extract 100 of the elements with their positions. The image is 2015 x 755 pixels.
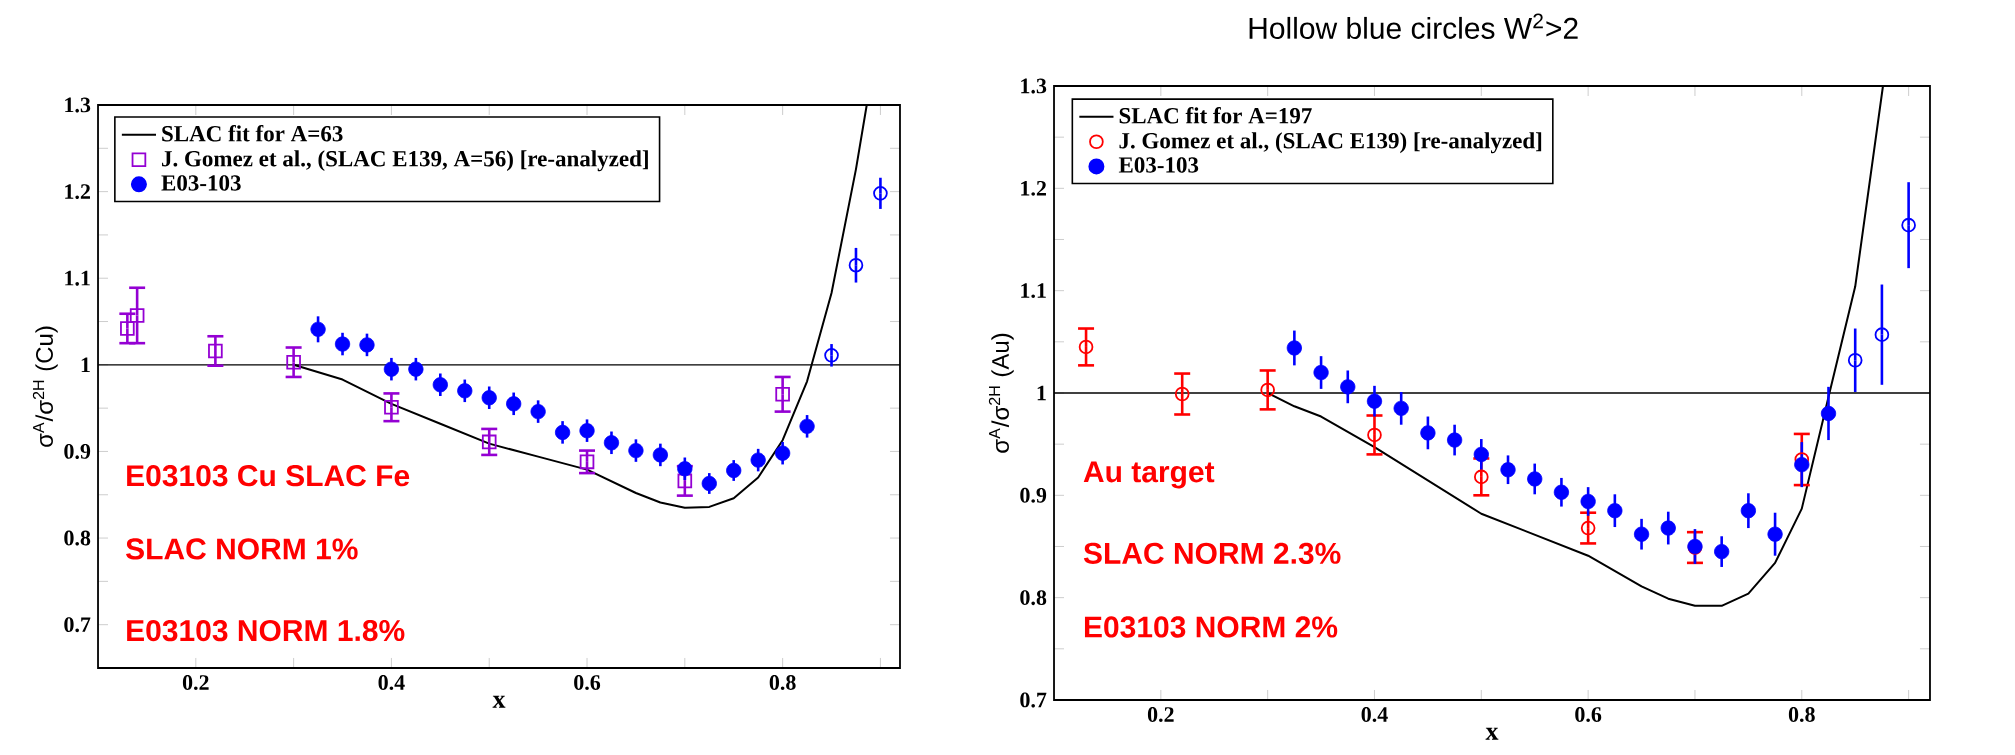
point — [1286, 340, 1302, 356]
point — [1473, 446, 1489, 462]
point — [579, 454, 595, 470]
point — [628, 442, 644, 459]
y-tick-label: 1.3 — [65, 97, 91, 113]
point — [1340, 379, 1356, 395]
point — [1820, 405, 1837, 422]
point — [1874, 327, 1890, 342]
point — [1078, 339, 1094, 355]
x-tick-label: 0.6 — [1575, 707, 1602, 722]
point — [775, 445, 791, 461]
point — [1580, 493, 1596, 510]
legend-label: J. Gomez et al., (SLAC E139) [re-analyzed] — [1119, 132, 1542, 154]
point — [824, 348, 839, 363]
point — [579, 423, 595, 439]
point — [750, 452, 766, 468]
x-tick-label: 0.2 — [1147, 707, 1174, 722]
point — [1474, 469, 1489, 485]
point — [1847, 352, 1863, 368]
point — [554, 424, 571, 440]
point — [1553, 484, 1570, 500]
y-tick-label: 0.9 — [1020, 487, 1047, 503]
legend-label: J. Gomez et al., (SLAC E139, A=56) [re-analyzed] — [162, 150, 648, 172]
y-tick-label: 1.2 — [1021, 180, 1046, 196]
point — [726, 462, 742, 479]
point — [873, 186, 888, 201]
y-tick-label: 1.1 — [1021, 283, 1046, 299]
x-tick-label: 0.4 — [1361, 707, 1388, 722]
point — [1740, 503, 1756, 519]
point — [1767, 526, 1783, 542]
legend-label: SLAC fit for A=63 — [162, 125, 343, 142]
annotation: E03103 NORM 1.8% — [127, 619, 405, 642]
point — [1366, 393, 1383, 409]
legend-label: E03-103 — [161, 175, 241, 191]
x-axis-title: x — [492, 695, 506, 708]
annotation: E03103 NORM 2% — [1084, 616, 1338, 638]
point — [383, 361, 400, 377]
point — [432, 377, 448, 393]
y-axis-title: σ$^{A}$/σ$^{2H}$ (Au) — [988, 333, 1014, 453]
x-axis-title: x — [1485, 727, 1499, 740]
point — [129, 308, 145, 323]
y-tick-label: 1 — [81, 357, 90, 373]
point — [652, 447, 668, 463]
y-tick-label: 0.9 — [64, 443, 91, 459]
point — [334, 336, 351, 352]
chart-title: Hollow blue circles W$^{2}$>2 — [1249, 13, 1578, 39]
point — [1447, 432, 1463, 448]
x-tick-label: 0.4 — [378, 675, 405, 690]
annotation: E03103 Cu SLAC Fe — [127, 465, 410, 487]
point — [799, 418, 815, 434]
point — [775, 386, 790, 402]
point — [1260, 382, 1275, 398]
point — [848, 257, 864, 273]
y-tick-label: 0.8 — [1020, 590, 1047, 606]
point — [1901, 217, 1916, 233]
point — [286, 354, 301, 370]
x-tick-label: 0.8 — [1788, 707, 1815, 722]
point — [1794, 457, 1810, 473]
point — [603, 435, 620, 451]
point — [1607, 503, 1623, 519]
y-tick-label: 1 — [1037, 385, 1046, 401]
point — [1420, 425, 1436, 441]
point — [384, 399, 399, 415]
y-axis-title: σ$^{A}$/σ$^{2H}$ (Cu) — [32, 326, 58, 447]
point — [1393, 400, 1409, 416]
y-tick-label: 0.8 — [64, 530, 91, 546]
y-tick-label: 0.7 — [64, 617, 91, 633]
x-tick-label: 0.6 — [574, 675, 601, 690]
point — [457, 383, 473, 399]
point — [1500, 462, 1516, 478]
point — [1660, 520, 1676, 536]
legend-label: E03-103 — [1118, 157, 1199, 173]
point — [1527, 471, 1543, 487]
point — [359, 337, 375, 353]
point — [408, 361, 424, 377]
y-tick-label: 1.3 — [1021, 78, 1047, 94]
point — [481, 390, 497, 406]
point — [1174, 386, 1190, 402]
point — [310, 321, 326, 337]
point — [677, 473, 693, 489]
y-tick-label: 1.2 — [65, 184, 90, 200]
point — [1367, 427, 1382, 443]
y-tick-label: 1.1 — [65, 270, 90, 286]
annotation: SLAC NORM 2.3% — [1083, 542, 1341, 564]
point — [120, 321, 135, 336]
point — [530, 404, 546, 420]
point — [208, 343, 223, 359]
legend-label: SLAC fit for A=197 — [1119, 107, 1312, 124]
point — [1714, 544, 1730, 560]
point — [481, 434, 497, 450]
annotation: SLAC NORM 1% — [126, 538, 358, 560]
x-tick-label: 0.8 — [769, 675, 796, 690]
point — [1633, 526, 1650, 542]
y-tick-label: 0.7 — [1020, 692, 1047, 708]
point — [1313, 364, 1329, 381]
point — [701, 475, 717, 492]
annotation: Au target — [1083, 461, 1215, 489]
point — [677, 461, 693, 477]
point — [506, 396, 522, 412]
x-tick-label: 0.2 — [182, 675, 209, 690]
